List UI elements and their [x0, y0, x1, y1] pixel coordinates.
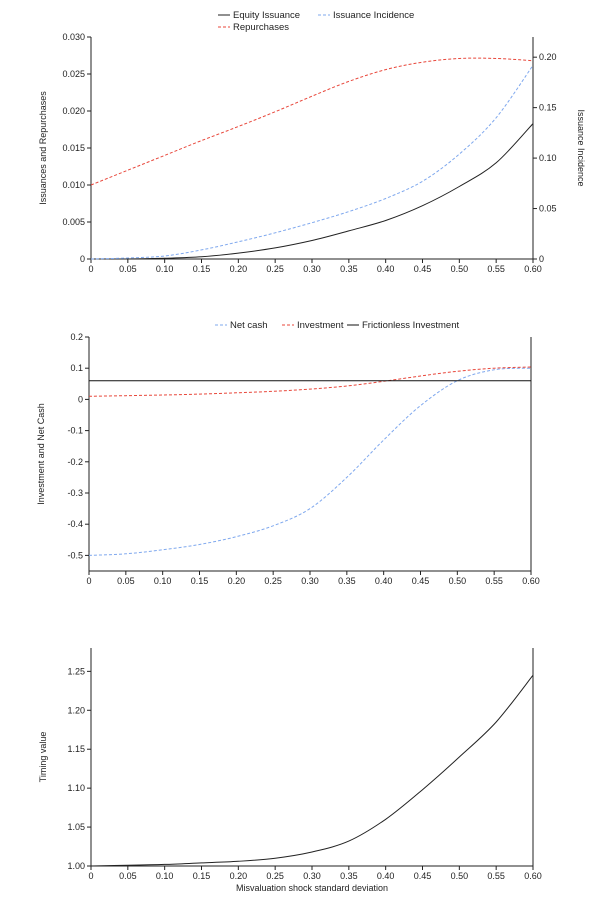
y2-axis-label: Issuance Incidence	[576, 109, 586, 186]
x-tick-label: 0.55	[487, 871, 505, 881]
x-tick-label: 0.15	[191, 576, 209, 586]
y-tick-label: 0	[80, 254, 85, 264]
y-tick-label: 1.15	[67, 744, 85, 754]
x-tick-label: 0.40	[377, 871, 395, 881]
legend-entry: Repurchases	[233, 22, 289, 33]
y-tick-label: 0.1	[70, 363, 83, 373]
x-tick-label: 0	[88, 871, 93, 881]
x-tick-label: 0.05	[119, 264, 137, 274]
y2-tick-label: 0.10	[539, 153, 557, 163]
x-tick-label: 0.25	[264, 576, 282, 586]
y-axis-label: Investment and Net Cash	[36, 403, 46, 505]
x-tick-label: 0.60	[524, 871, 542, 881]
series-line-0-0	[90, 123, 534, 260]
x-tick-label: 0	[86, 576, 91, 586]
y-tick-label: -0.4	[67, 519, 83, 529]
y2-tick-label: 0	[539, 254, 544, 264]
x-tick-label: 0.45	[414, 264, 432, 274]
y-tick-label: 0.005	[62, 217, 85, 227]
series-line-2-0	[90, 674, 534, 867]
x-tick-label: 0.60	[524, 264, 542, 274]
series-line-1-1	[88, 366, 532, 397]
x-tick-label: 0.50	[449, 576, 467, 586]
y-tick-label: 0.015	[62, 143, 85, 153]
x-tick-label: 0.05	[119, 871, 137, 881]
series-line-0-2	[90, 57, 534, 186]
y2-tick-label: 0.20	[539, 52, 557, 62]
x-tick-label: 0.55	[487, 264, 505, 274]
x-tick-label: 0.30	[301, 576, 319, 586]
x-tick-label: 0.25	[266, 264, 284, 274]
y-tick-label: -0.5	[67, 550, 83, 560]
legend-entry: Net cash	[230, 320, 268, 331]
x-tick-label: 0.35	[338, 576, 356, 586]
y-tick-label: 0.010	[62, 180, 85, 190]
x-tick-label: 0.45	[414, 871, 432, 881]
series-line-0-1	[90, 65, 534, 260]
y2-tick-label: 0.05	[539, 204, 557, 214]
x-tick-label: 0.35	[340, 871, 358, 881]
x-tick-label: 0.30	[303, 264, 321, 274]
y-tick-label: 1.05	[67, 822, 85, 832]
y-tick-label: 0.2	[70, 332, 83, 342]
y-tick-label: -0.2	[67, 457, 83, 467]
legend-entry: Issuance Incidence	[333, 10, 414, 21]
x-tick-label: 0.30	[303, 871, 321, 881]
x-tick-label: 0	[88, 264, 93, 274]
x-axis-label: Misvaluation shock standard deviation	[236, 883, 388, 893]
legend-entry: Frictionless Investment	[362, 320, 460, 331]
x-tick-label: 0.45	[412, 576, 430, 586]
x-tick-label: 0.10	[156, 871, 174, 881]
y-tick-label: 0.030	[62, 32, 85, 42]
x-tick-label: 0.20	[230, 871, 248, 881]
y2-tick-label: 0.15	[539, 103, 557, 113]
x-tick-label: 0.10	[154, 576, 172, 586]
x-tick-label: 0.05	[117, 576, 135, 586]
y-tick-label: -0.1	[67, 426, 83, 436]
x-tick-label: 0.10	[156, 264, 174, 274]
legend-entry: Investment	[297, 320, 344, 331]
x-tick-label: 0.50	[451, 264, 469, 274]
y-axis-label: Issuances and Repurchases	[38, 91, 48, 205]
x-tick-label: 0.40	[377, 264, 395, 274]
y-tick-label: 0	[78, 394, 83, 404]
x-tick-label: 0.55	[485, 576, 503, 586]
x-tick-label: 0.35	[340, 264, 358, 274]
x-tick-label: 0.50	[451, 871, 469, 881]
y-tick-label: 1.10	[67, 783, 85, 793]
x-tick-label: 0.20	[230, 264, 248, 274]
x-tick-label: 0.15	[193, 871, 211, 881]
x-tick-label: 0.40	[375, 576, 393, 586]
y-tick-label: 0.025	[62, 69, 85, 79]
y-tick-label: -0.3	[67, 488, 83, 498]
y-tick-label: 1.00	[67, 861, 85, 871]
x-tick-label: 0.15	[193, 264, 211, 274]
legend-entry: Equity Issuance	[233, 10, 300, 21]
y-tick-label: 1.20	[67, 705, 85, 715]
series-line-1-0	[88, 367, 532, 556]
y-tick-label: 1.25	[67, 666, 85, 676]
x-tick-label: 0.25	[266, 871, 284, 881]
x-tick-label: 0.60	[522, 576, 540, 586]
y-axis-label: Timing value	[38, 732, 48, 783]
x-tick-label: 0.20	[228, 576, 246, 586]
y-tick-label: 0.020	[62, 106, 85, 116]
